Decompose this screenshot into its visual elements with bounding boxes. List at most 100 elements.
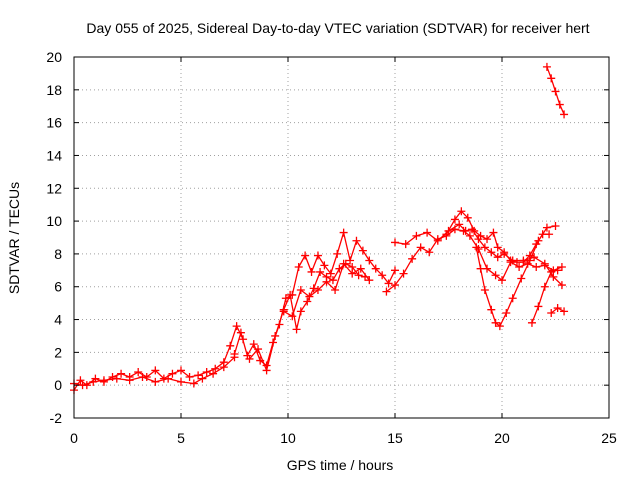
- data-point: [352, 236, 361, 245]
- series-trace: [385, 228, 563, 293]
- data-point: [151, 377, 160, 386]
- data-point: [455, 220, 464, 229]
- data-point: [545, 230, 554, 239]
- data-point: [89, 377, 98, 386]
- data-point: [547, 308, 556, 317]
- data-point: [305, 292, 314, 301]
- data-point: [378, 271, 387, 280]
- x-tick-labels: 0 5 10 15 20 25: [70, 430, 617, 446]
- data-point: [465, 231, 474, 240]
- data-series: [245, 259, 370, 375]
- data-point: [294, 263, 303, 272]
- data-series: [391, 220, 566, 290]
- data-point: [542, 223, 551, 232]
- data-point: [211, 364, 220, 373]
- data-point: [555, 100, 564, 109]
- data-point: [498, 276, 506, 285]
- data-point: [262, 366, 271, 375]
- data-point: [189, 379, 198, 388]
- data-point: [532, 263, 541, 272]
- data-point: [339, 228, 348, 237]
- data-series: [542, 62, 569, 119]
- data-point: [391, 266, 399, 275]
- y-tick-label: 14: [46, 147, 62, 163]
- data-point: [463, 213, 472, 222]
- data-point: [301, 251, 310, 260]
- data-point: [219, 363, 228, 372]
- data-point: [365, 276, 374, 285]
- data-point: [226, 341, 235, 350]
- data-point: [534, 236, 543, 245]
- y-tick-label: 0: [54, 377, 62, 393]
- data-point: [515, 263, 524, 272]
- series-trace: [73, 325, 244, 391]
- data-point: [480, 243, 489, 252]
- data-point: [382, 287, 391, 296]
- data-point: [553, 266, 562, 275]
- plot-frame: [73, 56, 610, 419]
- data-series: [527, 266, 562, 327]
- data-point: [202, 368, 211, 377]
- data-point: [320, 261, 329, 270]
- data-point: [557, 281, 566, 290]
- data-point: [328, 276, 337, 285]
- data-point: [177, 366, 185, 375]
- y-tick-label: 18: [46, 82, 62, 98]
- y-tick-label: 16: [46, 115, 62, 131]
- data-point: [384, 279, 393, 288]
- series-trace: [248, 263, 366, 372]
- data-point: [549, 272, 558, 281]
- data-point: [185, 372, 194, 381]
- data-point: [249, 340, 258, 349]
- data-point: [487, 248, 496, 257]
- data-point: [425, 248, 434, 257]
- y-tick-label: 4: [54, 312, 62, 328]
- data-point: [313, 286, 322, 295]
- data-point: [371, 264, 380, 273]
- x-tick-label: 25: [601, 430, 617, 446]
- x-tick-label: 15: [387, 430, 403, 446]
- x-tick-label: 20: [494, 430, 510, 446]
- tick-marks: [73, 56, 610, 419]
- y-tick-label: 10: [46, 213, 62, 229]
- data-point: [433, 236, 442, 245]
- data-point: [209, 369, 218, 378]
- data-point: [309, 284, 318, 293]
- chart-title: Day 055 of 2025, Sidereal Day-to-day VTE…: [86, 20, 589, 36]
- data-point: [495, 322, 504, 331]
- data-point: [476, 264, 485, 273]
- data-point: [491, 318, 500, 327]
- data-point: [476, 231, 485, 240]
- data-point: [560, 307, 569, 316]
- data-point: [450, 215, 459, 224]
- data-point: [296, 307, 305, 316]
- data-series: [547, 304, 569, 317]
- data-point: [480, 286, 489, 295]
- data-point: [472, 243, 481, 252]
- data-point: [542, 62, 551, 71]
- data-point: [168, 369, 177, 378]
- data-point: [117, 369, 126, 378]
- data-series: [279, 259, 374, 321]
- data-series: [382, 225, 566, 296]
- data-point: [489, 228, 498, 237]
- data-point: [491, 271, 500, 280]
- y-tick-label: 6: [54, 279, 62, 295]
- data-series: [230, 228, 399, 370]
- data-point: [493, 243, 502, 252]
- data-point: [408, 254, 417, 263]
- data-point: [326, 269, 335, 278]
- data-point: [551, 87, 560, 96]
- data-point: [557, 263, 566, 272]
- y-tick-label: 8: [54, 246, 62, 262]
- data-point: [177, 377, 185, 386]
- data-point: [313, 251, 322, 260]
- data-point: [230, 350, 239, 359]
- data-point: [457, 207, 466, 216]
- x-tick-label: 0: [70, 430, 78, 446]
- data-point: [296, 286, 305, 295]
- data-point: [470, 226, 479, 235]
- data-point: [423, 228, 432, 237]
- data-point: [487, 305, 496, 314]
